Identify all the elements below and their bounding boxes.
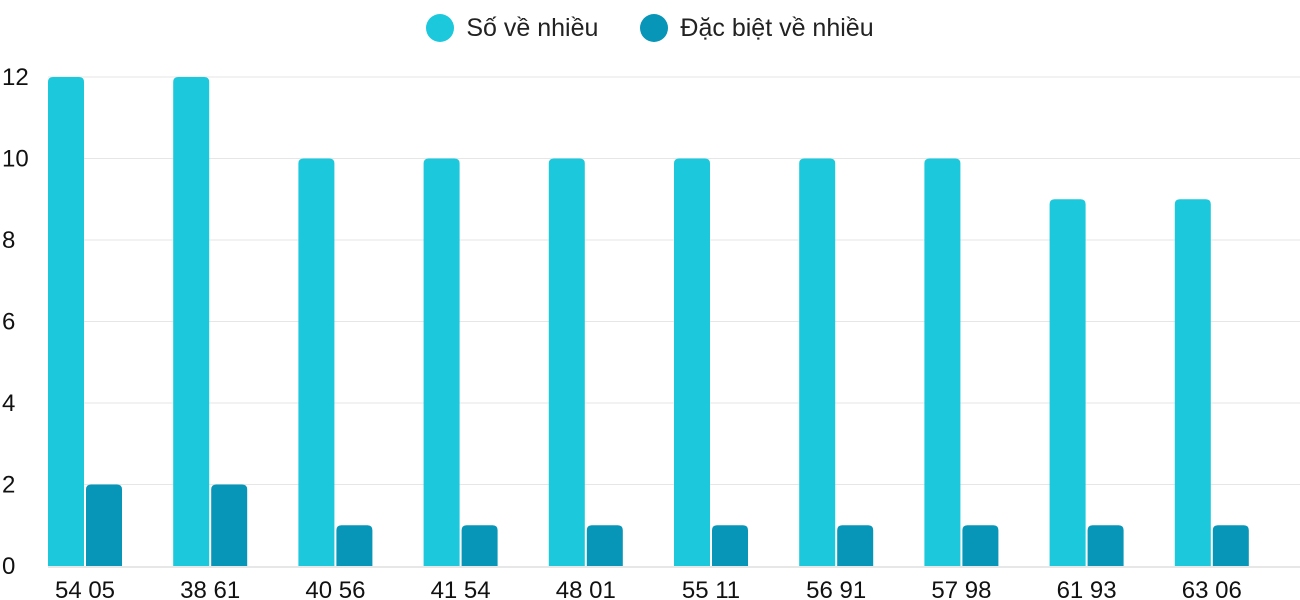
y-tick-label: 2 xyxy=(2,472,15,499)
bar-series-2 xyxy=(1212,525,1249,566)
chart-legend: Số về nhiều Đặc biệt về nhiều xyxy=(0,10,1300,46)
bar-series-1 xyxy=(674,158,710,566)
legend-swatch-series-1 xyxy=(426,14,455,42)
bar-series-1 xyxy=(173,77,210,566)
bar-series-1 xyxy=(1049,199,1086,566)
bar-series-1 xyxy=(799,158,836,566)
bar-series-1 xyxy=(423,158,460,566)
bar-series-1 xyxy=(924,158,961,566)
y-tick-label: 10 xyxy=(2,146,29,173)
x-tick-label: 40 56 xyxy=(305,577,365,600)
bar-series-2 xyxy=(837,525,874,566)
bar-series-2 xyxy=(712,525,748,566)
x-tick-label: 54 05 xyxy=(55,577,115,600)
bar-series-2 xyxy=(336,525,373,566)
y-tick-label: 6 xyxy=(2,309,15,336)
legend-item-series-2[interactable]: Đặc biệt về nhiều xyxy=(640,13,874,43)
bar-series-1 xyxy=(548,158,585,566)
legend-label-series-1: Số về nhiều xyxy=(466,13,599,42)
legend-swatch-series-2 xyxy=(640,14,669,42)
x-tick-label: 57 98 xyxy=(931,577,991,600)
bar-series-1 xyxy=(1174,199,1211,566)
y-tick-label: 12 xyxy=(2,64,29,91)
bar-series-1 xyxy=(48,77,84,566)
y-tick-label: 0 xyxy=(2,553,15,580)
bar-series-2 xyxy=(461,525,498,566)
bar-series-2 xyxy=(586,525,623,566)
x-tick-label: 55 11 xyxy=(682,577,740,600)
bar-series-1 xyxy=(298,158,335,566)
bar-series-2 xyxy=(211,484,248,566)
y-tick-label: 4 xyxy=(2,390,15,417)
bar-series-2 xyxy=(1087,525,1124,566)
x-tick-label: 38 61 xyxy=(180,577,240,600)
x-tick-label: 56 91 xyxy=(806,577,866,600)
legend-item-series-1[interactable]: Số về nhiều xyxy=(426,14,598,43)
y-tick-label: 8 xyxy=(2,227,15,254)
x-tick-label: 63 06 xyxy=(1182,577,1242,600)
x-tick-label: 48 01 xyxy=(556,577,616,600)
x-tick-label: 61 93 xyxy=(1057,577,1117,600)
x-tick-label: 41 54 xyxy=(431,577,491,600)
legend-label-series-2: Đặc biệt về nhiều xyxy=(680,13,874,42)
bar-series-2 xyxy=(86,484,122,566)
bar-series-2 xyxy=(962,525,999,566)
